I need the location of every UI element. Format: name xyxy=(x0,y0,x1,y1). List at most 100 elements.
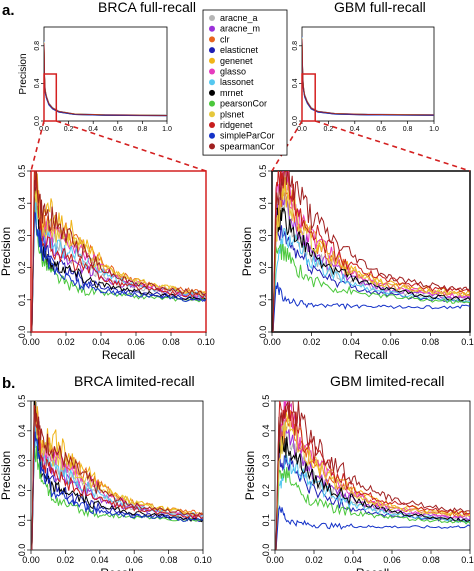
series-group xyxy=(44,40,167,117)
series-curve xyxy=(44,41,167,116)
series-curve xyxy=(302,40,434,116)
y-tick-label: 0.5 xyxy=(17,395,27,408)
series-group xyxy=(272,171,470,332)
series-curve xyxy=(44,44,167,116)
x-tick-label: 0.00 xyxy=(263,337,281,347)
series-ridgenet xyxy=(275,401,470,550)
zoom-connector-line xyxy=(56,120,207,172)
series-curve xyxy=(302,45,434,116)
series-spearmanCor xyxy=(275,401,470,550)
legend-marker xyxy=(209,15,215,21)
series-curve xyxy=(302,44,434,116)
series-curve xyxy=(302,41,434,116)
series-lassonet xyxy=(275,454,470,550)
series-simpleParCor xyxy=(275,505,470,550)
series-glasso xyxy=(31,184,206,332)
legend-label: simpleParCor xyxy=(220,131,275,141)
x-tick-label: 0.04 xyxy=(91,555,109,565)
series-curve xyxy=(302,39,434,116)
chart-brca_zoom: 0.00 0.02 0.04 0.06 0.08 0.10 0.0 0.1 0.2 0.3 0.4 0… xyxy=(0,165,215,362)
y-tick-label: 0.2 xyxy=(258,261,268,274)
legend-label: mrnet xyxy=(220,88,244,98)
x-tick-label: 0.10 xyxy=(194,555,212,565)
y-tick-label: 0.1 xyxy=(258,294,268,307)
series-aracne_a xyxy=(272,187,470,332)
y-tick-label: 0.1 xyxy=(261,514,271,527)
chart-title: GBM full-recall xyxy=(334,0,426,15)
series-curve xyxy=(302,43,434,116)
y-tick-label: 0.4 xyxy=(258,197,268,210)
y-tick-label: 0.1 xyxy=(17,514,27,527)
y-tick-label: 0.3 xyxy=(17,454,27,467)
series-plsnet xyxy=(275,413,470,550)
x-tick-label: 0.02 xyxy=(57,555,75,565)
series-simpleParCor xyxy=(31,431,203,550)
legend-label: pearsonCor xyxy=(220,99,267,109)
legend-marker xyxy=(209,143,215,150)
x-tick-label: 0.2 xyxy=(324,126,334,133)
series-group xyxy=(31,401,203,550)
legend-label: glasso xyxy=(220,67,246,77)
x-tick-label: 0.10 xyxy=(197,337,215,347)
series-pearsonCor xyxy=(272,243,470,332)
series-pearsonCor xyxy=(275,467,470,550)
series-group xyxy=(302,36,434,116)
y-tick-label: 0.0 xyxy=(258,326,268,339)
x-tick-label: 0.02 xyxy=(57,337,75,347)
series-mrnet xyxy=(275,436,470,550)
x-tick-label: 0.00 xyxy=(266,555,284,565)
legend-label: clr xyxy=(220,34,230,44)
y-tick-label: 0.3 xyxy=(17,229,27,242)
x-tick-label: 0.4 xyxy=(350,126,360,133)
plot-frame xyxy=(271,170,471,333)
series-curve xyxy=(44,42,167,116)
legend-marker xyxy=(209,57,215,64)
chart-title: BRCA full-recall xyxy=(98,0,196,15)
y-tick-label: 0.8 xyxy=(292,41,299,51)
legend-marker xyxy=(209,122,215,128)
legend-label: aracne_a xyxy=(220,13,258,23)
legend-marker xyxy=(209,89,215,96)
chart-title: GBM limited-recall xyxy=(330,373,444,389)
series-genenet xyxy=(31,171,206,332)
series-curve xyxy=(44,49,167,117)
x-tick-label: 0.10 xyxy=(461,337,474,347)
series-glasso xyxy=(31,413,203,550)
plot-frame xyxy=(301,26,435,122)
series-aracne_m xyxy=(275,426,470,550)
y-tick-label: 0.2 xyxy=(17,484,27,497)
x-tick-label: 0.04 xyxy=(342,337,360,347)
chart-gbm_limited: GBM limited-recall 0.00 0.02 0.04 0.06 0.08 0.… xyxy=(243,373,474,571)
series-curve xyxy=(302,38,434,116)
legend-marker xyxy=(209,100,215,107)
zoom-region-box xyxy=(301,73,316,122)
y-tick-label: 0.0 xyxy=(292,116,299,126)
x-tick-label: 0.06 xyxy=(382,337,400,347)
x-tick-label: 0.6 xyxy=(113,126,123,133)
series-spearmanCor xyxy=(272,171,470,332)
chart-gbm_zoom: 0.00 0.02 0.04 0.06 0.08 0.10 0.0 0.1 0.2 0.3 0.4 0… xyxy=(240,165,474,362)
series-mrnet xyxy=(272,206,470,332)
x-axis-label: Recall xyxy=(356,566,389,571)
legend-marker xyxy=(209,25,215,32)
x-tick-label: 0.00 xyxy=(22,337,40,347)
y-tick-label: 0.5 xyxy=(261,395,271,408)
series-group xyxy=(275,401,470,550)
legend-marker xyxy=(209,111,215,118)
series-curve xyxy=(302,42,434,116)
x-tick-label: 0.08 xyxy=(162,337,180,347)
legend-marker xyxy=(209,47,215,54)
zoom-region-box xyxy=(43,73,58,122)
x-tick-label: 0.08 xyxy=(422,337,440,347)
series-curve xyxy=(44,45,167,117)
x-axis-label: Recall xyxy=(354,348,387,362)
series-aracne_a xyxy=(275,417,470,550)
chart-brca_full: BRCA full-recall 0.0 0.2 0.4 0.6 0.8 1.0 0.0 0.4… xyxy=(18,0,196,133)
legend-marker xyxy=(209,79,215,86)
series-aracne_m xyxy=(272,192,470,332)
y-axis-label: Precision xyxy=(18,53,29,94)
series-curve xyxy=(44,43,167,116)
series-mrnet xyxy=(31,186,206,332)
y-axis-label: Precision xyxy=(240,227,254,276)
x-tick-label: 1.0 xyxy=(429,126,439,133)
